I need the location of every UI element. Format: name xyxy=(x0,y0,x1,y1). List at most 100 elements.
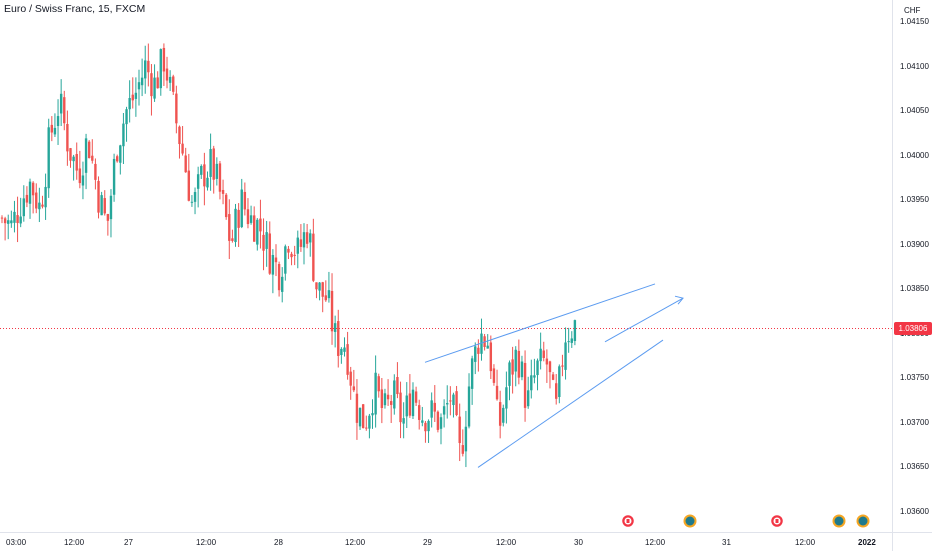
price-axis[interactable] xyxy=(892,0,932,532)
candle-body xyxy=(243,191,247,210)
time-axis[interactable] xyxy=(0,532,892,551)
x-tick-label: 12:00 xyxy=(64,538,85,547)
candle-body xyxy=(533,375,536,378)
candle-body xyxy=(172,76,175,92)
candle-body xyxy=(147,60,150,73)
candle-body xyxy=(480,333,483,354)
candle-body xyxy=(511,359,514,375)
candle-body xyxy=(159,49,162,89)
y-tick-label: 1.03950 xyxy=(900,195,929,205)
candle-body xyxy=(536,360,539,376)
candle-body xyxy=(380,389,384,408)
candle-body xyxy=(112,158,116,195)
candle-body xyxy=(240,189,243,228)
candle-body xyxy=(209,149,212,177)
candle-body xyxy=(520,361,524,378)
y-tick-label: 1.03750 xyxy=(900,373,929,383)
candle-body xyxy=(56,116,60,127)
candle-body xyxy=(137,82,141,90)
candle-body xyxy=(193,192,197,202)
candle-body xyxy=(81,175,85,186)
candle-body xyxy=(570,338,573,343)
projection-arrow xyxy=(604,297,684,343)
chart-area[interactable] xyxy=(0,0,892,532)
candle-body xyxy=(371,413,374,416)
candle-body xyxy=(312,233,315,281)
candle-body xyxy=(277,264,281,291)
candle-body xyxy=(558,366,561,397)
candle-body xyxy=(393,380,396,409)
candle-body xyxy=(446,403,449,405)
candle-body xyxy=(78,168,82,184)
candle-body xyxy=(492,368,496,383)
candle-body xyxy=(13,211,16,223)
candle-body xyxy=(281,276,284,292)
candle-body xyxy=(187,170,191,201)
axis-corner xyxy=(892,532,932,551)
candle-body xyxy=(0,217,4,219)
x-tick-label: 03:00 xyxy=(6,538,27,547)
x-tick-label: 2022 xyxy=(858,538,876,547)
candle-body xyxy=(25,194,29,203)
candle-body xyxy=(268,233,271,274)
candle-body xyxy=(271,254,275,275)
candle-body xyxy=(564,342,567,370)
candle-body xyxy=(31,182,35,196)
candle-body xyxy=(439,417,443,429)
candle-body xyxy=(508,362,511,386)
candle-body xyxy=(94,163,97,180)
candle-body xyxy=(337,321,340,356)
candle-body xyxy=(489,342,493,372)
candle-body xyxy=(66,123,69,152)
candle-body xyxy=(458,416,461,444)
candle-body xyxy=(358,407,362,427)
candle-body xyxy=(343,347,346,352)
candle-body xyxy=(305,232,309,244)
last-price-tag: 1.03806 xyxy=(894,322,932,336)
y-tick-label: 1.04100 xyxy=(900,61,929,71)
candle-body xyxy=(47,127,50,189)
candle-body xyxy=(477,347,480,354)
candle-body xyxy=(452,394,455,406)
candle-body xyxy=(175,93,178,124)
candle-body xyxy=(178,126,181,145)
candle-body xyxy=(555,383,558,399)
x-tick-label: 31 xyxy=(722,538,731,547)
candle-body xyxy=(284,246,287,274)
x-tick-label: 12:00 xyxy=(345,538,366,547)
candle-body xyxy=(22,198,25,217)
candle-body xyxy=(41,204,44,207)
candle-body xyxy=(567,341,570,343)
candle-body xyxy=(464,426,468,452)
candle-body xyxy=(181,143,184,154)
candle-body xyxy=(252,215,256,242)
globe-icon-inner xyxy=(685,516,695,526)
candle-body xyxy=(168,76,172,83)
candle-body xyxy=(517,350,521,378)
candle-body xyxy=(346,344,349,375)
price-chart[interactable] xyxy=(0,0,892,532)
candle-body xyxy=(561,365,564,367)
x-tick-label: 12:00 xyxy=(645,538,666,547)
candle-body xyxy=(44,186,47,208)
candle-body xyxy=(486,345,489,349)
candle-body xyxy=(514,349,517,372)
flag-icon-mark xyxy=(626,519,630,523)
candle-body xyxy=(106,214,110,221)
candle-body xyxy=(150,73,153,97)
x-tick-label: 27 xyxy=(124,538,133,547)
candle-body xyxy=(246,209,250,225)
candle-body xyxy=(162,47,166,72)
candle-body xyxy=(128,98,131,110)
candle-body xyxy=(315,282,318,290)
arrow-head xyxy=(674,295,684,305)
candle-body xyxy=(259,218,262,232)
candle-body xyxy=(299,239,303,247)
candle-body xyxy=(165,68,169,81)
candle-body xyxy=(75,153,78,171)
candle-body xyxy=(296,237,299,254)
candle-body xyxy=(237,209,240,228)
candle-body xyxy=(526,390,530,407)
candle-body xyxy=(449,400,452,402)
candle-body xyxy=(327,290,331,299)
